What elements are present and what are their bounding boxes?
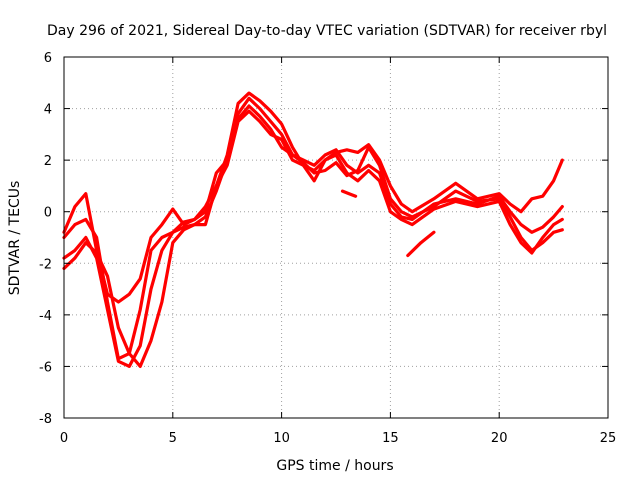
series-5-line xyxy=(340,189,358,198)
series-6-line xyxy=(406,230,436,258)
x-tick-label: 20 xyxy=(491,431,508,446)
y-tick-labels: -8 -6 -4 -2 0 2 4 6 xyxy=(39,51,52,427)
x-tick-label: 10 xyxy=(273,431,290,446)
x-tick-labels: 0 5 10 15 20 25 xyxy=(60,431,616,446)
y-tick-label: -2 xyxy=(39,257,52,272)
y-tick-label: 4 xyxy=(44,103,52,118)
x-tick-label: 15 xyxy=(382,431,399,446)
series-2-line xyxy=(62,96,564,361)
chart-title: Day 296 of 2021, Sidereal Day-to-day VTE… xyxy=(47,23,607,39)
grid-lines xyxy=(64,57,608,418)
series-1-line xyxy=(62,91,564,304)
axis-ticks xyxy=(63,56,609,419)
y-tick-label: 6 xyxy=(44,51,52,66)
y-tick-label: -8 xyxy=(39,412,52,427)
y-tick-label: -6 xyxy=(39,360,52,375)
y-tick-label: 2 xyxy=(44,154,52,169)
y-tick-label: 0 xyxy=(44,206,52,221)
x-axis-label: GPS time / hours xyxy=(276,458,393,474)
y-axis-label: SDTVAR / TECUs xyxy=(7,181,23,296)
y-tick-label: -4 xyxy=(39,309,52,324)
series-4-line xyxy=(62,109,564,368)
data-series xyxy=(62,91,564,368)
x-tick-label: 0 xyxy=(60,431,68,446)
plot-frame xyxy=(63,56,609,419)
series-3-line xyxy=(62,104,564,368)
x-tick-label: 5 xyxy=(169,431,177,446)
x-tick-label: 25 xyxy=(600,431,617,446)
